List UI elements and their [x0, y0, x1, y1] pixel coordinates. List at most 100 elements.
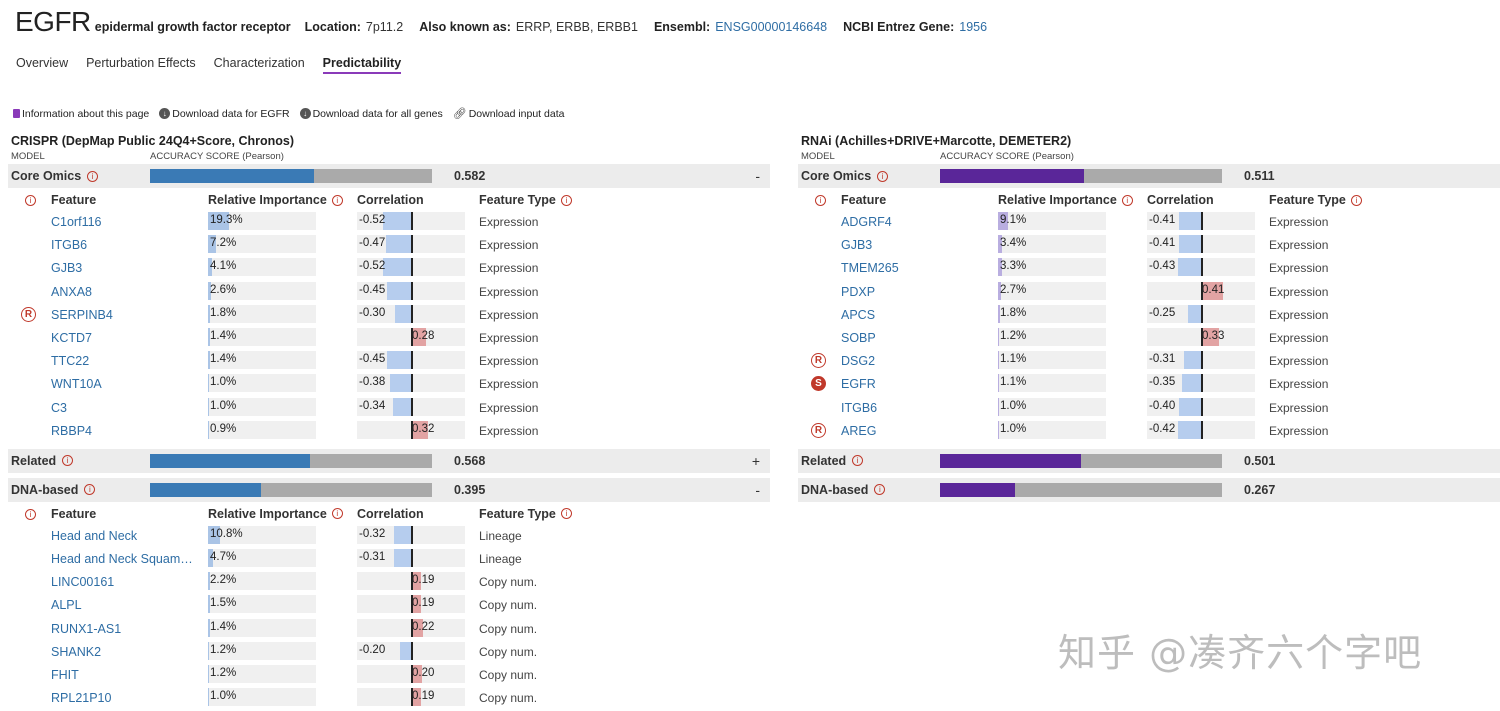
feature-link[interactable]: C1orf116: [51, 215, 102, 229]
ensembl-link[interactable]: ENSG00000146648: [715, 20, 828, 34]
info-icon[interactable]: i: [87, 170, 99, 182]
entrez-link[interactable]: 1956: [959, 20, 988, 34]
feature-link[interactable]: GJB3: [51, 261, 83, 276]
feature-link[interactable]: KCTD7: [51, 330, 92, 345]
feature-link[interactable]: GJB3: [841, 238, 873, 253]
info-icon[interactable]: i: [877, 170, 889, 182]
feature-link[interactable]: TMEM265: [841, 261, 899, 276]
download-gene-label: Download data for EGFR: [172, 107, 290, 120]
feature-link[interactable]: DSG2: [841, 354, 876, 369]
accuracy-column-label: ACCURACY SCORE (Pearson): [940, 151, 1074, 162]
correlation-value: -0.38: [359, 376, 386, 389]
correlation-zero-axis: [411, 572, 413, 591]
feature-row: Head and Neck Squamo... 4.7% -0.31 Lineage: [8, 547, 770, 570]
correlation-bar: 0.32: [357, 420, 465, 439]
correlation-bar: -0.32: [357, 525, 465, 544]
model-row-related[interactable]: Related i 0.568 +: [8, 448, 770, 473]
feature-link[interactable]: RUNX1-AS1: [51, 621, 122, 636]
feature-link[interactable]: ALPL: [51, 598, 82, 613]
tab-predictability[interactable]: Predictability: [322, 56, 402, 74]
feature-link[interactable]: Head and Neck Squamo...: [51, 552, 196, 567]
feature-link[interactable]: Head and Neck: [51, 528, 138, 543]
correlation-zero-axis: [411, 665, 413, 683]
feature-link[interactable]: SHANK2: [51, 644, 102, 659]
feature-type: Expression: [1269, 377, 1329, 392]
feature-link[interactable]: ITGB6: [51, 238, 88, 253]
feature-row: RUNX1-AS1 1.4% 0.22 Copy num.: [8, 617, 770, 640]
download-all-link[interactable]: ↓ Download data for all genes: [299, 108, 443, 120]
importance-bar: 1.0%: [208, 397, 316, 416]
info-icon[interactable]: i: [25, 508, 36, 520]
correlation-zero-axis: [1201, 212, 1203, 230]
model-row-related[interactable]: Related i 0.501: [798, 448, 1500, 473]
accuracy-column-label: ACCURACY SCORE (Pearson): [150, 151, 284, 162]
info-page-link[interactable]: Information about this page: [13, 108, 149, 120]
feature-link[interactable]: RPL21P10: [51, 691, 112, 706]
importance-bar-fill: [208, 304, 210, 323]
info-icon[interactable]: i: [874, 484, 886, 496]
related-badge-icon: R: [811, 422, 826, 438]
feature-link[interactable]: EGFR: [841, 377, 876, 392]
feature-link[interactable]: ITGB6: [841, 400, 878, 415]
tab-perturbation-effects[interactable]: Perturbation Effects: [86, 56, 196, 70]
download-toolbar: Information about this page ↓ Download d…: [13, 107, 574, 120]
feature-link[interactable]: SERPINB4: [51, 307, 113, 322]
model-row-dna-based[interactable]: DNA-based i 0.395 -: [8, 477, 770, 502]
importance-bar: 2.7%: [998, 281, 1106, 300]
feature-link[interactable]: FHIT: [51, 668, 79, 682]
info-icon[interactable]: i: [1350, 194, 1362, 206]
panel-title: RNAi (Achilles+DRIVE+Marcotte, DEMETER2): [801, 134, 1072, 148]
info-icon[interactable]: i: [62, 455, 74, 467]
correlation-zero-axis: [411, 304, 413, 323]
download-gene-link[interactable]: ↓ Download data for EGFR: [159, 107, 290, 120]
feature-row: SOBP 1.2% 0.33 Expression: [798, 326, 1500, 349]
entrez-label: NCBI Entrez Gene:: [843, 20, 955, 34]
feature-link[interactable]: PDXP: [841, 284, 876, 299]
feature-link[interactable]: AREG: [841, 423, 877, 438]
model-row-core-omics[interactable]: Core Omics i 0.511: [798, 164, 1500, 188]
importance-bar-fill: [208, 351, 210, 370]
info-icon[interactable]: i: [560, 194, 572, 206]
tab-overview[interactable]: Overview: [16, 56, 69, 70]
info-icon[interactable]: i: [84, 484, 96, 496]
model-row-dna-based[interactable]: DNA-based i 0.267: [798, 477, 1500, 502]
feature-link[interactable]: APCS: [841, 307, 876, 322]
importance-bar-fill: [208, 525, 220, 544]
feature-row: PDXP 2.7% 0.41 Expression: [798, 280, 1500, 303]
collapse-toggle[interactable]: -: [755, 168, 760, 184]
info-icon[interactable]: i: [331, 194, 343, 206]
importance-value: 1.2%: [210, 643, 237, 656]
info-icon[interactable]: i: [25, 195, 36, 206]
info-icon[interactable]: i: [560, 508, 572, 520]
importance-bar-fill: [998, 235, 1002, 254]
info-icon[interactable]: i: [815, 195, 826, 206]
correlation-bar-fill: [1187, 304, 1201, 323]
table-spacer: [8, 442, 770, 448]
feature-link[interactable]: TTC22: [51, 354, 90, 369]
expand-toggle[interactable]: +: [751, 452, 760, 469]
model-row-core-omics[interactable]: Core Omics i 0.582 -: [8, 164, 770, 188]
feature-link[interactable]: WNT10A: [51, 377, 102, 392]
feature-link[interactable]: RBBP4: [51, 423, 92, 438]
importance-bar-fill: [208, 688, 210, 707]
feature-link[interactable]: C3: [51, 400, 67, 415]
feature-link[interactable]: LINC00161: [51, 575, 115, 590]
correlation-value: -0.25: [1149, 306, 1176, 319]
correlation-bar-fill: [1182, 374, 1201, 393]
importance-bar-fill: [998, 281, 1001, 300]
feature-info: i: [25, 508, 36, 520]
info-icon[interactable]: i: [331, 508, 343, 520]
column-subheader: MODEL ACCURACY SCORE (Pearson): [8, 151, 770, 163]
download-input-link[interactable]: 🔗︎ Download input data: [453, 107, 565, 121]
correlation-value: -0.41: [1149, 237, 1176, 250]
correlation-bar: -0.43: [1147, 258, 1255, 277]
correlation-zero-axis: [1201, 351, 1203, 370]
feature-link[interactable]: ADGRF4: [841, 215, 892, 229]
info-icon[interactable]: i: [852, 455, 864, 467]
info-icon[interactable]: i: [1121, 194, 1133, 206]
feature-link[interactable]: ANXA8: [51, 284, 92, 299]
collapse-toggle[interactable]: -: [755, 481, 760, 498]
tab-characterization[interactable]: Characterization: [213, 56, 305, 70]
correlation-zero-axis: [1201, 304, 1203, 323]
feature-link[interactable]: SOBP: [841, 330, 876, 345]
